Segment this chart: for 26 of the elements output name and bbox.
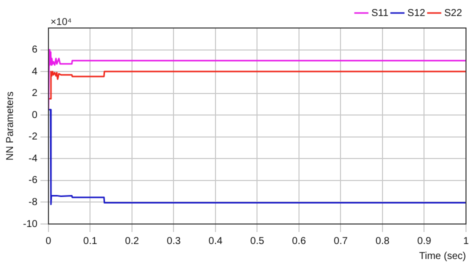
x-tick-label: 0.1 — [83, 236, 98, 247]
text: ×10⁴ — [50, 16, 72, 28]
y-tick-label: -10 — [23, 218, 38, 230]
legend-label: S12 — [407, 8, 426, 19]
legend-label: S22 — [444, 8, 462, 19]
y-tick-label: 2 — [32, 88, 38, 100]
x-axis-title: Time (sec) — [419, 250, 466, 262]
x-tick-label: 0.2 — [125, 236, 140, 247]
x-tick-label: 0.5 — [250, 236, 265, 247]
y-tick-label: -2 — [28, 132, 38, 143]
x-tick-label: 0.9 — [417, 236, 432, 247]
x-tick-label: 0.8 — [376, 236, 390, 247]
y-tick-label: 0 — [32, 110, 38, 121]
x-tick-label: 0.7 — [334, 236, 348, 247]
legend-label: S11 — [371, 8, 389, 19]
x-tick-label: 0.3 — [166, 236, 182, 247]
y-axis-title: NN Parameters — [4, 92, 16, 160]
y-tick-label: -8 — [28, 196, 38, 208]
y-tick-label: 4 — [32, 66, 38, 78]
y-tick-label: -6 — [28, 175, 38, 186]
x-tick-label: 1 — [463, 236, 470, 247]
x-tick-label: 0.4 — [208, 236, 223, 247]
y-tick-label: -4 — [28, 153, 38, 164]
x-tick-label: 0.6 — [292, 236, 306, 247]
y-tick-label: 6 — [32, 44, 38, 56]
x-tick-label: 0 — [46, 236, 52, 247]
